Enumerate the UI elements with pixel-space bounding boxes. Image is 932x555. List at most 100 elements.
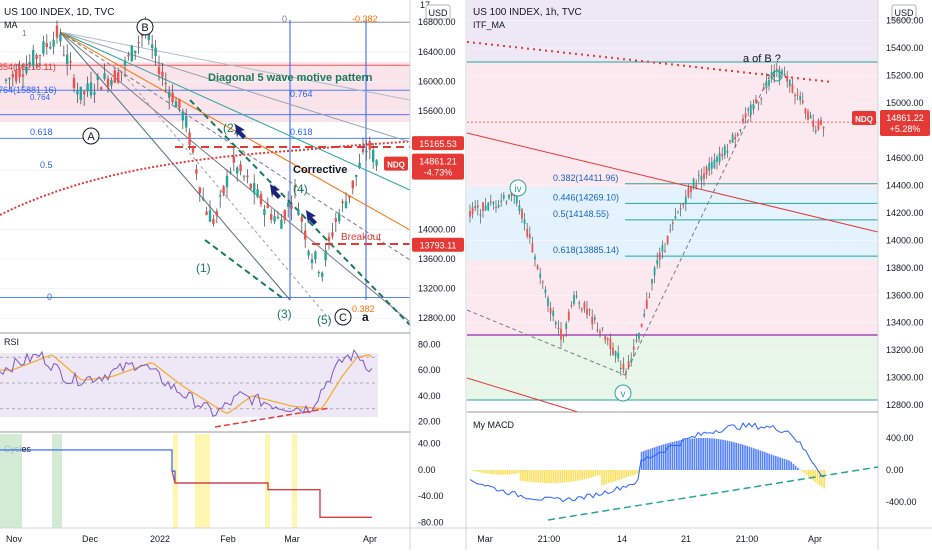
candle-body (562, 335, 565, 337)
right-price-label-4: 14600.00 (886, 153, 924, 163)
candle-body (229, 171, 232, 173)
candle-body (671, 222, 674, 225)
macd-tick-2: -400.00 (886, 497, 917, 507)
candle-body (355, 174, 358, 177)
right-chart-panel[interactable]: 0.382(14411.96) 0.446(14269.10) 0.5(14148.… (466, 0, 879, 413)
fib-left-05: 0.5 (40, 160, 53, 170)
right-ndq-tag (880, 110, 930, 137)
candle-body (508, 194, 510, 199)
price-label-0: 16800.00 (418, 17, 456, 27)
fib-left-0764b: 0.764 (30, 93, 51, 102)
right-time-label-2: 14 (617, 534, 627, 544)
candle-body (120, 71, 123, 73)
left-time-label-4: Mar (284, 534, 300, 544)
candle-body (49, 46, 52, 49)
left-cycles-panel[interactable]: Cycles 40.000.00-40.00-80.00 (0, 431, 444, 528)
left-time-label-1: Dec (82, 534, 99, 544)
ndq-price-change: -4.73% (424, 168, 453, 178)
candle-body (809, 115, 812, 119)
candle-body (205, 211, 208, 215)
wave-letter-B: B (141, 22, 148, 34)
candle-body (658, 252, 661, 260)
right-time-label-0: Mar (477, 534, 493, 544)
trendline-7 (189, 99, 411, 326)
candle-body (202, 198, 205, 201)
candle-body (593, 317, 596, 320)
candle-body (317, 272, 320, 274)
candle-body (83, 91, 86, 95)
candle-body (807, 111, 809, 121)
left-time-label-3: Feb (220, 534, 236, 544)
candle-body (8, 78, 11, 80)
right-macd-panel[interactable]: My MACD 400.00 0.00 -400.00 (467, 411, 917, 521)
wave-circle-2 (334, 308, 352, 326)
candle-body (89, 82, 93, 96)
candle-body (117, 72, 120, 83)
fib-level-label-0: 0.382(14411.96) (553, 173, 618, 183)
candle-body (614, 351, 617, 357)
candle-body (495, 206, 497, 208)
left-time-label-2: 2022 (150, 534, 170, 544)
candle-body (521, 209, 523, 219)
candle-body (147, 30, 150, 41)
left-price-axis[interactable]: 17 USD 16800.00 16400.00 16000.00 15600.00 1… (384, 0, 467, 550)
candle-body (695, 184, 698, 188)
cycles-tick-2: -40.00 (418, 491, 444, 501)
rsi-label: RSI (4, 337, 19, 347)
left-rsi-panel[interactable]: RSI 80.00 60.00 40.00 20.00 (0, 332, 441, 428)
candle-body (487, 202, 490, 211)
candle-body (578, 302, 581, 305)
candle-body (552, 310, 555, 317)
candle-body (123, 60, 127, 67)
candle-body (348, 195, 351, 198)
cycle-band-1 (52, 434, 62, 528)
rsi-tick-0: 80.00 (418, 339, 441, 349)
candle-body (497, 204, 500, 208)
right-ndq-ticker-text: NDQ (855, 115, 873, 124)
candle-body (259, 193, 263, 205)
candle-body (310, 259, 314, 264)
candle-body (796, 94, 799, 96)
candle-body (375, 160, 378, 166)
candle-body (791, 83, 794, 93)
candle-body (635, 339, 638, 341)
ndq-ticker-tag (384, 156, 408, 171)
candle-body (492, 201, 495, 204)
wave-2: (2) (223, 121, 238, 135)
right-price-label-13: 12800.00 (886, 400, 924, 410)
cycle-band-5 (292, 434, 297, 528)
candle-body (651, 279, 653, 284)
fib-top-neg0382: -0.382 (352, 14, 378, 24)
candle-body (778, 69, 781, 79)
candle-body (682, 203, 685, 206)
candle-body (324, 250, 327, 261)
candle-body (263, 209, 266, 215)
candle-body (586, 308, 588, 315)
right-price-axis[interactable]: USD 15600.00 15400.00 15200.00 15000.00 1460… (852, 0, 930, 550)
candle-body (557, 328, 560, 330)
candle-body (140, 34, 144, 37)
right-price-label-0: 15600.00 (886, 16, 924, 26)
candle-body (161, 71, 164, 77)
candle-body (469, 210, 471, 217)
candle-body (765, 80, 768, 89)
candle-body (731, 134, 734, 143)
rsi-band (0, 353, 378, 417)
price-label-1: 16400.00 (418, 47, 456, 57)
candle-body (130, 45, 133, 62)
candle-body (55, 25, 59, 38)
candle-body (351, 180, 354, 189)
candle-body (100, 87, 103, 90)
candle-body (69, 61, 72, 63)
right-time-label-5: Apr (808, 534, 822, 544)
candle-body (331, 232, 334, 237)
fib-left-0764: 764(15881.16) (0, 85, 57, 95)
right-time-label-3: 21 (681, 534, 691, 544)
candle-body (293, 185, 297, 188)
candle-body (361, 148, 365, 152)
candle-body (648, 296, 651, 298)
candle-body (534, 256, 536, 260)
wave-v: v (621, 389, 626, 400)
candle-body (653, 267, 656, 276)
